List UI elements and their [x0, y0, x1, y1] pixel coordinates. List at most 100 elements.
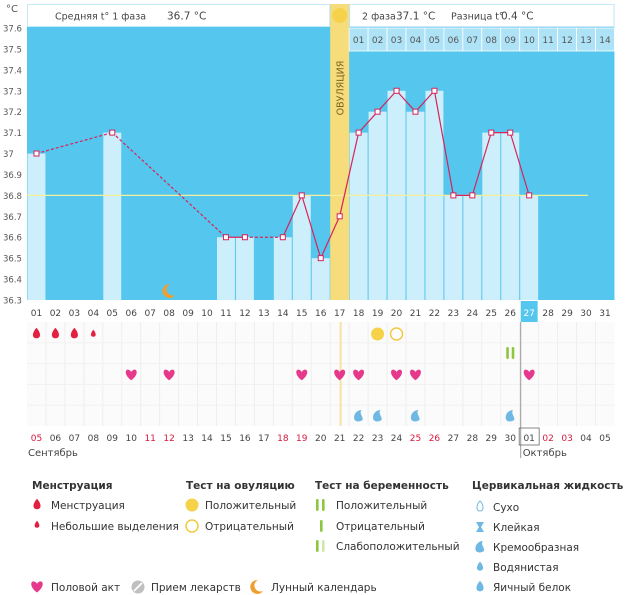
cycle-day-label[interactable]: 15 — [296, 309, 307, 319]
calendar-date-label: 21 — [334, 434, 345, 444]
calendar-date-label: 14 — [201, 434, 213, 444]
cycle-day-label[interactable]: 03 — [69, 309, 80, 319]
temperature-point[interactable] — [393, 87, 400, 94]
cycle-day-label[interactable]: 08 — [163, 309, 175, 319]
cycle-day-label[interactable]: 25 — [486, 309, 497, 319]
cervical-fluid-creamy-icon — [354, 410, 363, 422]
phase2-day-label: 03 — [391, 36, 402, 46]
temperature-bar — [444, 195, 463, 300]
temperature-point[interactable] — [336, 213, 343, 220]
cycle-day-label[interactable]: 20 — [391, 309, 403, 319]
calendar-date-label: 17 — [258, 434, 269, 444]
temperature-segment — [433, 90, 454, 196]
ovulation-sun-icon — [332, 8, 348, 23]
temperature-point[interactable] — [469, 192, 476, 199]
legend-pregnancy-negative-label: Отрицательный — [336, 521, 425, 533]
cycle-day-label[interactable]: 29 — [561, 309, 573, 319]
temperature-bar — [501, 132, 520, 300]
cycle-day-label[interactable]: 31 — [599, 309, 610, 319]
temperature-point[interactable] — [241, 234, 248, 241]
temperature-point[interactable] — [109, 129, 116, 136]
y-tick-label: 36.3 — [3, 297, 22, 307]
intercourse-heart-icon — [353, 369, 365, 381]
temperature-point[interactable] — [33, 150, 40, 157]
temperature-point[interactable] — [431, 87, 438, 94]
temperature-bar — [406, 111, 425, 300]
legend-ovulation-positive-label: Положительный — [205, 500, 296, 512]
legend-pregnancy-negative-icon — [320, 520, 323, 532]
cycle-day-label[interactable]: 30 — [580, 309, 592, 319]
cycle-day-label[interactable]: 23 — [448, 309, 459, 319]
temperature-bar — [311, 258, 330, 300]
cycle-day-label[interactable]: 26 — [504, 309, 516, 319]
cycle-day-label[interactable]: 14 — [277, 309, 289, 319]
cycle-day-label[interactable]: 24 — [467, 309, 479, 319]
cycle-day-label[interactable]: 09 — [182, 309, 194, 319]
calendar-date-label: 03 — [561, 434, 572, 444]
cycle-day-label[interactable]: 22 — [429, 309, 440, 319]
cycle-day-label[interactable]: 18 — [353, 309, 365, 319]
legend-creamy-label: Кремообразная — [493, 542, 579, 554]
cycle-day-label[interactable]: 17 — [334, 309, 345, 319]
calendar-date-label: 04 — [580, 434, 592, 444]
cycle-day-label[interactable]: 01 — [31, 309, 42, 319]
cycle-day-label[interactable]: 28 — [542, 309, 554, 319]
legend-dry-label: Сухо — [493, 502, 519, 514]
month-start-marker — [518, 427, 540, 446]
calendar-date-label: 20 — [315, 434, 327, 444]
calendar-date-label: 26 — [429, 434, 441, 444]
cycle-day-label[interactable]: 12 — [239, 309, 250, 319]
temperature-point[interactable] — [317, 255, 324, 262]
temperature-point[interactable] — [450, 192, 457, 199]
legend-pregnancy-weak-label: Слабоположительный — [336, 541, 460, 553]
temperature-point[interactable] — [298, 192, 305, 199]
cycle-day-label[interactable]: 05 — [107, 309, 118, 319]
temperature-point[interactable] — [222, 234, 229, 241]
temperature-bar — [273, 237, 292, 300]
temperature-bar — [27, 153, 46, 300]
temperature-point[interactable] — [374, 108, 381, 115]
y-axis-unit: °C — [6, 4, 18, 15]
calendar-date-label: 08 — [88, 434, 100, 444]
cycle-day-label[interactable]: 04 — [88, 309, 100, 319]
temperature-point[interactable] — [488, 129, 495, 136]
cycle-day-label[interactable]: 19 — [372, 309, 384, 319]
calendar-date-label: 07 — [69, 434, 80, 444]
phase2-value: 37.1 °C — [396, 11, 435, 23]
temperature-point[interactable] — [412, 108, 419, 115]
y-tick-label: 37.1 — [3, 129, 22, 139]
calendar-date-label: 23 — [372, 434, 383, 444]
temperature-point[interactable] — [507, 129, 514, 136]
cycle-day-label[interactable]: 11 — [220, 309, 231, 319]
cervical-fluid-creamy-icon — [505, 410, 515, 422]
y-tick-label: 37.5 — [3, 45, 22, 55]
month-end-label: Октябрь — [523, 448, 567, 459]
ovulation-test-positive-icon — [371, 327, 385, 341]
legend-pregnancy-test-title: Тест на беременность — [315, 480, 449, 492]
diff-value: 0.4 °C — [501, 11, 534, 23]
ovulation-column — [330, 4, 350, 300]
phase2-day-label: 04 — [410, 36, 422, 46]
y-tick-label: 37.3 — [3, 87, 22, 97]
phase1-value: 36.7 °C — [167, 11, 206, 23]
temperature-segment — [377, 90, 397, 113]
cycle-day-label[interactable]: 13 — [258, 309, 269, 319]
cycle-day-label[interactable]: 21 — [410, 309, 421, 319]
calendar-date-label: 27 — [448, 434, 459, 444]
legend-pregnancy-weak-icon — [316, 540, 319, 552]
phase2-day-label: 09 — [504, 36, 516, 46]
temperature-point[interactable] — [526, 192, 533, 199]
temperature-point[interactable] — [355, 129, 362, 136]
legend-sticky-label: Клейкая — [493, 522, 540, 534]
cycle-day-label[interactable]: 27 — [523, 309, 534, 319]
cycle-day-label[interactable]: 16 — [315, 309, 327, 319]
phase2-label: 2 фаза — [362, 12, 396, 23]
temperature-point[interactable] — [279, 234, 286, 241]
cycle-day-label[interactable]: 06 — [125, 309, 137, 319]
cycle-day-label[interactable]: 02 — [50, 309, 61, 319]
menstruation-drop-icon — [90, 329, 96, 337]
legend-eggwhite-label: Яичный белок — [493, 582, 571, 594]
cycle-day-label[interactable]: 07 — [144, 309, 155, 319]
cycle-day-label[interactable]: 10 — [201, 309, 213, 319]
calendar-date-label: 22 — [353, 434, 364, 444]
